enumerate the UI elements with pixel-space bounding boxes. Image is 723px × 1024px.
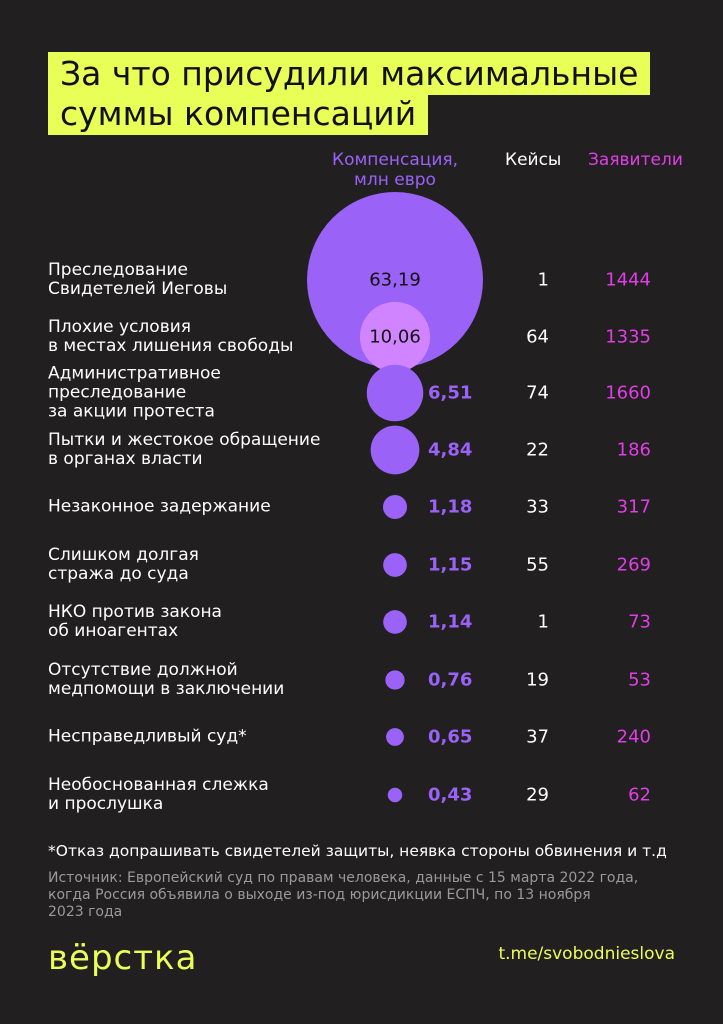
value-label: 1,18 xyxy=(428,496,473,518)
cases-value: 29 xyxy=(526,784,549,806)
category-label: Необоснованная слежка и прослушка xyxy=(48,775,269,814)
value-label: 0,43 xyxy=(428,784,473,806)
category-label: Слишком долгая стража до суда xyxy=(48,545,199,584)
value-label: 1,15 xyxy=(428,554,473,576)
source: Источник: Европейский суд по правам чело… xyxy=(48,870,639,920)
applicants-value: 53 xyxy=(628,669,651,691)
bubble xyxy=(359,301,431,373)
cases-value: 19 xyxy=(526,669,549,691)
applicants-value: 186 xyxy=(616,439,651,461)
cases-value: 1 xyxy=(537,269,549,291)
applicants-value: 62 xyxy=(628,784,651,806)
cases-value: 33 xyxy=(526,496,549,518)
bubble xyxy=(370,425,420,475)
bubble xyxy=(383,553,407,577)
cases-value: 22 xyxy=(526,439,549,461)
legend-applicants: Заявители xyxy=(588,150,683,170)
link: t.me/svobodnieslova xyxy=(498,944,675,964)
applicants-value: 317 xyxy=(616,496,651,518)
category-label: Пытки и жестокое обращение в органах вла… xyxy=(48,430,321,469)
category-label: Несправедливый суд* xyxy=(48,726,247,747)
category-label: Административное преследование за акции … xyxy=(48,363,221,422)
logo: вёрстка xyxy=(48,938,198,978)
chart-title: За что присудили максимальные суммы комп… xyxy=(48,52,651,135)
value-label: 4,84 xyxy=(428,439,473,461)
bubble xyxy=(366,364,424,422)
bubble xyxy=(307,192,483,368)
legend-compensation: Компенсация, млн евро xyxy=(332,150,458,190)
cases-value: 55 xyxy=(526,554,549,576)
footnote: *Отказ допрашивать свидетелей защиты, не… xyxy=(48,842,667,860)
value-label: 1,14 xyxy=(428,611,473,633)
category-label: Плохие условия в местах лишения свободы xyxy=(48,317,294,356)
bubble xyxy=(386,728,404,746)
applicants-value: 1660 xyxy=(605,382,651,404)
legend-cases: Кейсы xyxy=(505,150,562,170)
bubble xyxy=(382,494,408,520)
bubble xyxy=(383,610,407,634)
title-box: За что присудили максимальные суммы комп… xyxy=(48,52,651,135)
cases-value: 1 xyxy=(537,611,549,633)
category-label: Отсутствие должной медпомощи в заключени… xyxy=(48,660,285,699)
applicants-value: 1335 xyxy=(605,326,651,348)
value-label: 63,19 xyxy=(369,269,421,291)
applicants-value: 1444 xyxy=(605,269,651,291)
value-label: 0,76 xyxy=(428,669,473,691)
value-label: 6,51 xyxy=(428,382,473,404)
cases-value: 37 xyxy=(526,726,549,748)
cases-value: 74 xyxy=(526,382,549,404)
applicants-value: 269 xyxy=(616,554,651,576)
category-label: Незаконное задержание xyxy=(48,496,271,517)
cases-value: 64 xyxy=(526,326,549,348)
applicants-value: 240 xyxy=(616,726,651,748)
applicants-value: 73 xyxy=(628,611,651,633)
value-label: 10,06 xyxy=(369,326,421,348)
category-label: НКО против закона об иноагентах xyxy=(48,602,222,641)
bubble xyxy=(385,670,405,690)
bubble xyxy=(387,787,403,803)
category-label: Преследование Свидетелей Иеговы xyxy=(48,260,228,299)
value-label: 0,65 xyxy=(428,726,473,748)
